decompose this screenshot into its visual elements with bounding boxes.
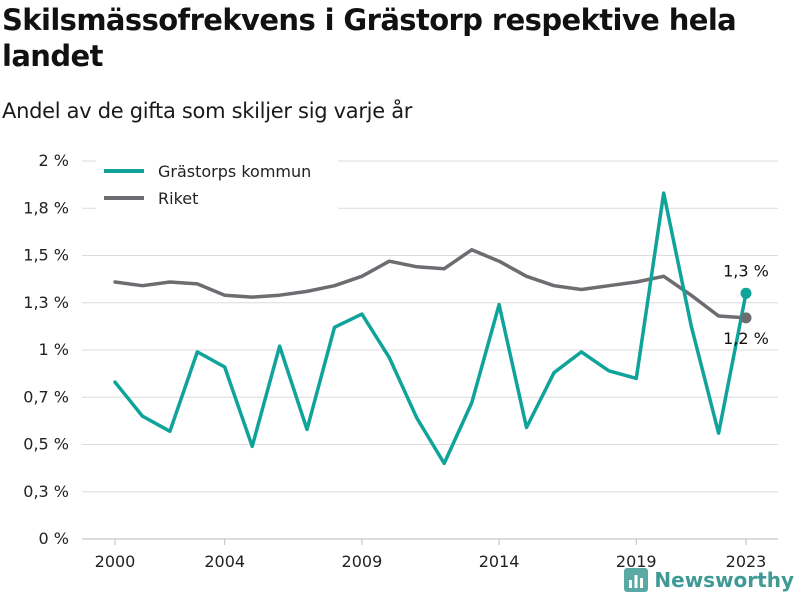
- y-tick-label: 1,8 %: [23, 198, 69, 217]
- series-line: [113, 248, 748, 320]
- x-tick-label: 2014: [479, 552, 520, 571]
- y-tick-label: 1,3 %: [23, 293, 69, 312]
- x-tick-label: 2000: [95, 552, 136, 571]
- x-tick-label: 2004: [204, 552, 245, 571]
- x-tick-label: 2019: [616, 552, 657, 571]
- bar-chart-logo-icon: [624, 568, 649, 592]
- chart-subtitle: Andel av de gifta som skiljer sig varje …: [2, 99, 413, 123]
- legend-background: [96, 155, 338, 210]
- newsworthy-logo: Newsworthy: [624, 568, 794, 592]
- y-tick-label: 1,5 %: [23, 246, 69, 265]
- series-end-point: [740, 287, 752, 299]
- x-tick-label: 2023: [726, 552, 767, 571]
- y-tick-label: 0,5 %: [23, 435, 69, 454]
- legend-label: Riket: [158, 189, 198, 208]
- series-end-label: 1,2 %: [723, 329, 769, 348]
- y-tick-label: 2 %: [39, 151, 69, 170]
- chart-title: Skilsmässofrekvens i Grästorp respektive…: [2, 3, 737, 73]
- brand-name: Newsworthy: [654, 568, 794, 592]
- x-tick-label: 2009: [342, 552, 383, 571]
- y-tick-label: 0 %: [39, 529, 69, 548]
- series-end-point: [740, 312, 752, 324]
- series-line: [113, 191, 748, 466]
- series-end-label: 1,3 %: [723, 261, 769, 280]
- y-tick-label: 0,3 %: [23, 482, 69, 501]
- legend-label: Grästorps kommun: [158, 162, 311, 181]
- y-tick-label: 1 %: [39, 340, 69, 359]
- y-tick-label: 0,7 %: [23, 387, 69, 406]
